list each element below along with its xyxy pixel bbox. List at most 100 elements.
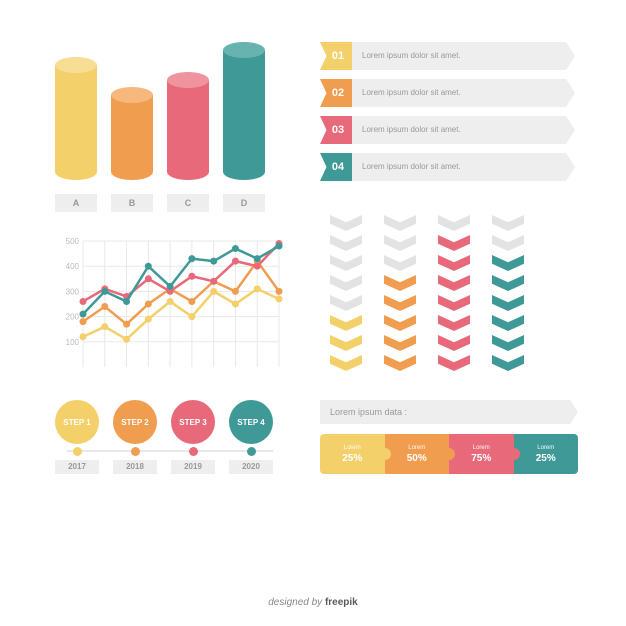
step-circle: STEP 4 bbox=[229, 400, 273, 444]
tab-label: Lorem bbox=[344, 445, 361, 451]
tab-label: Lorem bbox=[408, 445, 425, 451]
ribbon-text: Lorem ipsum dolor sit amet. bbox=[352, 116, 575, 144]
chevron-icon bbox=[438, 235, 470, 251]
percentage-tab: Lorem 25% bbox=[320, 434, 385, 474]
chevron-icon bbox=[384, 335, 416, 351]
chevron-icon bbox=[330, 215, 362, 231]
ribbon-list: 01Lorem ipsum dolor sit amet.02Lorem ips… bbox=[320, 42, 575, 190]
ribbon-text: Lorem ipsum dolor sit amet. bbox=[352, 79, 575, 107]
tab-percentage: 75% bbox=[471, 453, 491, 464]
chevron-column bbox=[438, 215, 470, 371]
step-year: 2019 bbox=[171, 460, 215, 474]
ribbon-item: 04Lorem ipsum dolor sit amet. bbox=[320, 153, 575, 181]
cylinder-bar bbox=[55, 65, 97, 180]
step-dot bbox=[73, 447, 82, 456]
step-year: 2017 bbox=[55, 460, 99, 474]
chevron-icon bbox=[492, 295, 524, 311]
chevron-icon bbox=[330, 335, 362, 351]
tab-label: Lorem bbox=[473, 445, 490, 451]
svg-text:400: 400 bbox=[66, 262, 80, 271]
chevron-icon bbox=[438, 315, 470, 331]
chevron-progress bbox=[330, 215, 570, 380]
footer-prefix: designed by bbox=[268, 597, 325, 608]
step-circle: STEP 2 bbox=[113, 400, 157, 444]
cylinder-label: C bbox=[167, 194, 209, 212]
chevron-icon bbox=[330, 355, 362, 371]
step-item: STEP 4 2020 bbox=[229, 400, 273, 474]
step-dot bbox=[189, 447, 198, 456]
chevron-icon bbox=[330, 275, 362, 291]
chevron-column bbox=[384, 215, 416, 371]
data-header: Lorem ipsum data : bbox=[320, 400, 578, 424]
chevron-icon bbox=[492, 275, 524, 291]
chevron-column bbox=[492, 215, 524, 371]
cylinder-bar bbox=[167, 80, 209, 180]
chevron-icon bbox=[384, 295, 416, 311]
footer-brand: freepik bbox=[325, 597, 358, 608]
ribbon-number: 04 bbox=[320, 153, 356, 181]
chevron-icon bbox=[492, 315, 524, 331]
cylinder-label: D bbox=[223, 194, 265, 212]
chevron-icon bbox=[492, 235, 524, 251]
step-item: STEP 1 2017 bbox=[55, 400, 99, 474]
ribbon-text: Lorem ipsum dolor sit amet. bbox=[352, 42, 575, 70]
chevron-icon bbox=[438, 295, 470, 311]
cylinder-bar-chart: ABCD bbox=[55, 40, 285, 215]
tab-percentage: 25% bbox=[536, 453, 556, 464]
percentage-tabs: Lorem 25% Lorem 50% Lorem 75% Lorem 25% bbox=[320, 434, 578, 474]
tab-percentage: 50% bbox=[407, 453, 427, 464]
step-item: STEP 3 2019 bbox=[171, 400, 215, 474]
ribbon-number: 02 bbox=[320, 79, 356, 107]
cylinder-bar bbox=[223, 50, 265, 180]
step-year: 2020 bbox=[229, 460, 273, 474]
chevron-icon bbox=[438, 255, 470, 271]
chevron-icon bbox=[384, 215, 416, 231]
cylinder-bar bbox=[111, 95, 153, 180]
svg-text:100: 100 bbox=[66, 338, 80, 347]
chevron-icon bbox=[492, 255, 524, 271]
ribbon-number: 03 bbox=[320, 116, 356, 144]
chevron-icon bbox=[492, 355, 524, 371]
chevron-icon bbox=[438, 275, 470, 291]
step-item: STEP 2 2018 bbox=[113, 400, 157, 474]
ribbon-item: 01Lorem ipsum dolor sit amet. bbox=[320, 42, 575, 70]
attribution: designed by freepik bbox=[0, 597, 626, 608]
percentage-tab: Lorem 25% bbox=[514, 434, 579, 474]
chevron-icon bbox=[438, 335, 470, 351]
step-circle: STEP 3 bbox=[171, 400, 215, 444]
ribbon-item: 03Lorem ipsum dolor sit amet. bbox=[320, 116, 575, 144]
svg-text:500: 500 bbox=[66, 237, 80, 246]
cylinder-label: A bbox=[55, 194, 97, 212]
chevron-icon bbox=[330, 295, 362, 311]
chevron-icon bbox=[384, 255, 416, 271]
chevron-icon bbox=[384, 275, 416, 291]
step-circle: STEP 1 bbox=[55, 400, 99, 444]
chevron-icon bbox=[384, 355, 416, 371]
step-dot bbox=[131, 447, 140, 456]
percentage-tab: Lorem 75% bbox=[449, 434, 514, 474]
svg-text:200: 200 bbox=[66, 313, 80, 322]
chevron-icon bbox=[384, 315, 416, 331]
data-block: Lorem ipsum data : Lorem25%Lorem50%Lorem… bbox=[320, 400, 578, 474]
ribbon-number: 01 bbox=[320, 42, 356, 70]
chevron-column bbox=[330, 215, 362, 371]
step-year: 2018 bbox=[113, 460, 157, 474]
cylinder-label: B bbox=[111, 194, 153, 212]
line-chart: 100 200 300 400 500 bbox=[55, 235, 285, 375]
chevron-icon bbox=[438, 215, 470, 231]
chevron-icon bbox=[492, 335, 524, 351]
ribbon-text: Lorem ipsum dolor sit amet. bbox=[352, 153, 575, 181]
chevron-icon bbox=[330, 315, 362, 331]
chevron-icon bbox=[492, 215, 524, 231]
tab-label: Lorem bbox=[537, 445, 554, 451]
chevron-icon bbox=[330, 255, 362, 271]
tab-percentage: 25% bbox=[342, 453, 362, 464]
chevron-icon bbox=[384, 235, 416, 251]
step-dot bbox=[247, 447, 256, 456]
percentage-tab: Lorem 50% bbox=[385, 434, 450, 474]
chevron-icon bbox=[438, 355, 470, 371]
step-timeline: STEP 1 2017 STEP 2 2018 STEP 3 2019 STEP 4 2020 bbox=[55, 400, 285, 474]
ribbon-item: 02Lorem ipsum dolor sit amet. bbox=[320, 79, 575, 107]
chevron-icon bbox=[330, 235, 362, 251]
svg-text:300: 300 bbox=[66, 287, 80, 296]
